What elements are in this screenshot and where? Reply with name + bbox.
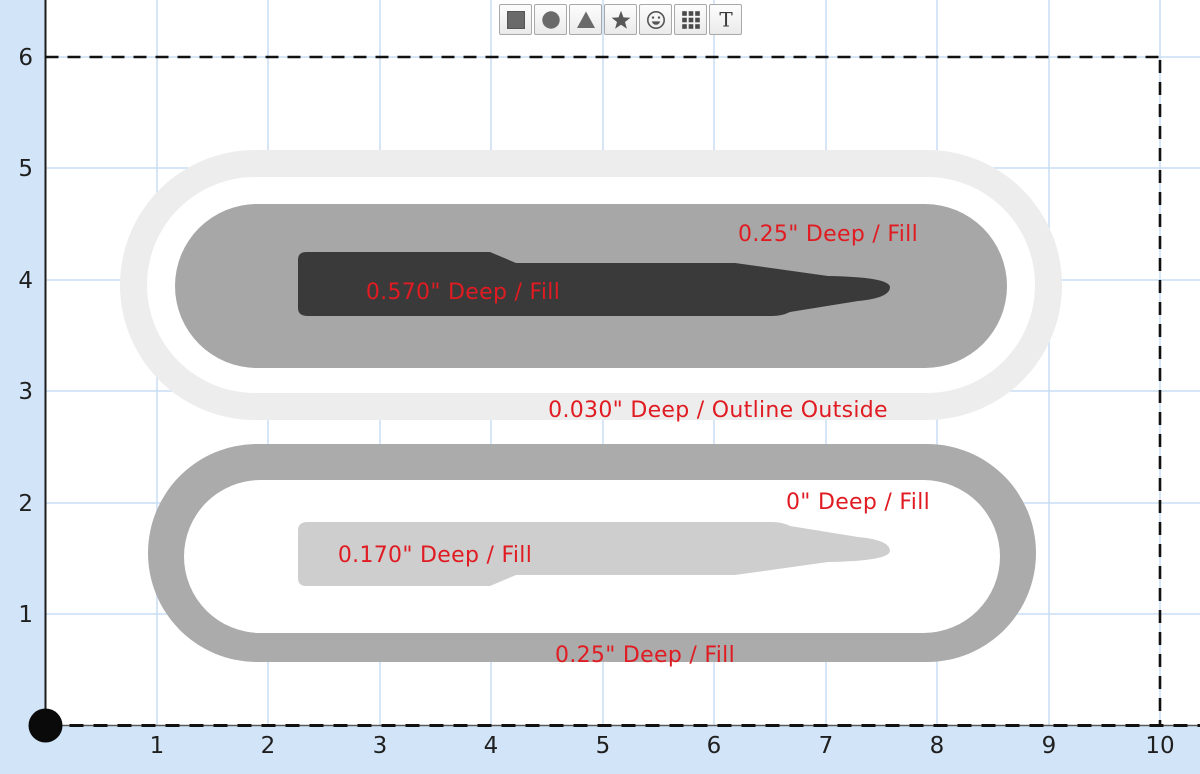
label-top-outline-depth: 0.030" Deep / Outline Outside bbox=[548, 398, 888, 423]
label-bottom-inner-depth: 0.170" Deep / Fill bbox=[338, 543, 532, 568]
star-tool-button[interactable] bbox=[604, 4, 637, 35]
label-top-pocket-depth: 0.25" Deep / Fill bbox=[738, 222, 918, 247]
x-tick: 5 bbox=[596, 733, 611, 759]
x-tick: 7 bbox=[819, 733, 834, 759]
y-tick: 3 bbox=[18, 379, 33, 405]
label-top-inner-depth: 0.570" Deep / Fill bbox=[366, 280, 560, 305]
x-axis-tick-labels: 1 2 3 4 5 6 7 8 9 10 bbox=[150, 733, 1175, 759]
triangle-icon bbox=[576, 10, 596, 30]
triangle-tool-button[interactable] bbox=[569, 4, 602, 35]
x-tick: 4 bbox=[484, 733, 499, 759]
origin-marker bbox=[28, 708, 63, 743]
y-tick: 5 bbox=[18, 156, 33, 182]
y-tick: 4 bbox=[18, 268, 33, 294]
x-tick: 8 bbox=[930, 733, 945, 759]
square-icon bbox=[506, 10, 526, 30]
star-icon bbox=[611, 10, 631, 30]
x-tick: 6 bbox=[707, 733, 722, 759]
circle-icon bbox=[541, 10, 561, 30]
label-bottom-surface-depth: 0" Deep / Fill bbox=[786, 490, 930, 515]
x-tick: 10 bbox=[1145, 733, 1174, 759]
smiley-tool-button[interactable] bbox=[639, 4, 672, 35]
x-tick: 1 bbox=[150, 733, 165, 759]
x-tick: 9 bbox=[1042, 733, 1057, 759]
y-axis-tick-labels: 6 5 4 3 2 1 bbox=[18, 45, 33, 628]
smiley-icon bbox=[646, 10, 666, 30]
y-tick: 1 bbox=[18, 602, 33, 628]
x-tick: 3 bbox=[373, 733, 388, 759]
y-tick: 6 bbox=[18, 45, 33, 71]
x-tick: 2 bbox=[261, 733, 276, 759]
grid-tool-button[interactable] bbox=[674, 4, 707, 35]
square-tool-button[interactable] bbox=[499, 4, 532, 35]
text-icon: T bbox=[716, 10, 736, 30]
text-tool-button[interactable]: T bbox=[709, 4, 742, 35]
grid-icon bbox=[681, 10, 701, 30]
label-bottom-ring-depth: 0.25" Deep / Fill bbox=[555, 643, 735, 668]
top-deep-pocket-shape[interactable] bbox=[298, 252, 890, 316]
circle-tool-button[interactable] bbox=[534, 4, 567, 35]
shape-toolbar: T bbox=[499, 4, 742, 35]
svg-text:T: T bbox=[719, 10, 733, 30]
y-tick: 2 bbox=[18, 491, 33, 517]
bottom-shallow-pocket-shape[interactable] bbox=[298, 522, 890, 586]
